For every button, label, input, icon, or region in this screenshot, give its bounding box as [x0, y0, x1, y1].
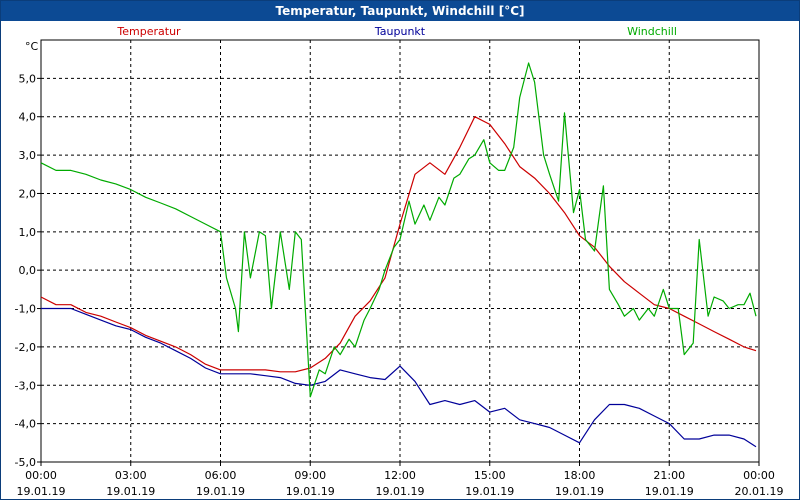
x-tick-time: 03:00	[115, 469, 147, 482]
x-tick-date: 20.01.19	[735, 485, 784, 498]
series-line-taupunkt	[41, 307, 757, 448]
x-tick-time: 15:00	[474, 469, 506, 482]
x-tick-time: 00:00	[743, 469, 775, 482]
y-tick-label: -5,0	[15, 456, 36, 469]
y-tick-label: -4,0	[15, 418, 36, 431]
x-tick-date: 19.01.19	[645, 485, 694, 498]
y-tick-label: -3,0	[15, 379, 36, 392]
y-tick-label: 1,0	[19, 226, 37, 239]
x-tick-time: 18:00	[564, 469, 596, 482]
y-tick-label: 5,0	[19, 72, 37, 85]
x-tick-time: 12:00	[384, 469, 416, 482]
x-tick-date: 19.01.19	[196, 485, 245, 498]
x-tick-time: 06:00	[205, 469, 237, 482]
x-tick-time: 00:00	[25, 469, 57, 482]
y-tick-label: 2,0	[19, 187, 37, 200]
series-lines	[40, 62, 757, 448]
x-tick-time: 21:00	[653, 469, 685, 482]
y-tick-label: 0,0	[19, 264, 37, 277]
x-tick-date: 19.01.19	[286, 485, 335, 498]
y-axis-unit-label: °C	[25, 40, 39, 53]
x-tick-date: 19.01.19	[376, 485, 425, 498]
y-axis-ticks: 5,0 4,0 3,0 2,0 1,0 0,0 -1,0 -2,0 -3,0 -4,0 -5,0	[15, 72, 41, 469]
series-line-temperatur	[40, 116, 757, 373]
chart-title: Temperatur, Taupunkt, Windchill [°C]	[1, 1, 799, 21]
series-line-windchill	[40, 62, 757, 398]
x-axis-ticks: 00:00 19.01.19 03:00 19.01.19 06:00 19.01.19 0…	[17, 462, 784, 498]
legend-entry-temperatur: Temperatur	[116, 25, 181, 38]
y-tick-label: -2,0	[15, 341, 36, 354]
y-tick-label: -1,0	[15, 303, 36, 316]
grid	[41, 40, 759, 463]
legend: Temperatur Taupunkt Windchill	[116, 25, 677, 38]
x-tick-date: 19.01.19	[465, 485, 514, 498]
y-tick-label: 4,0	[19, 111, 37, 124]
y-tick-label: 3,0	[19, 149, 37, 162]
legend-entry-taupunkt: Taupunkt	[374, 25, 426, 38]
legend-entry-windchill: Windchill	[627, 25, 677, 38]
x-tick-date: 19.01.19	[106, 485, 155, 498]
x-tick-date: 19.01.19	[17, 485, 66, 498]
x-tick-time: 09:00	[294, 469, 326, 482]
x-tick-date: 19.01.19	[555, 485, 604, 498]
